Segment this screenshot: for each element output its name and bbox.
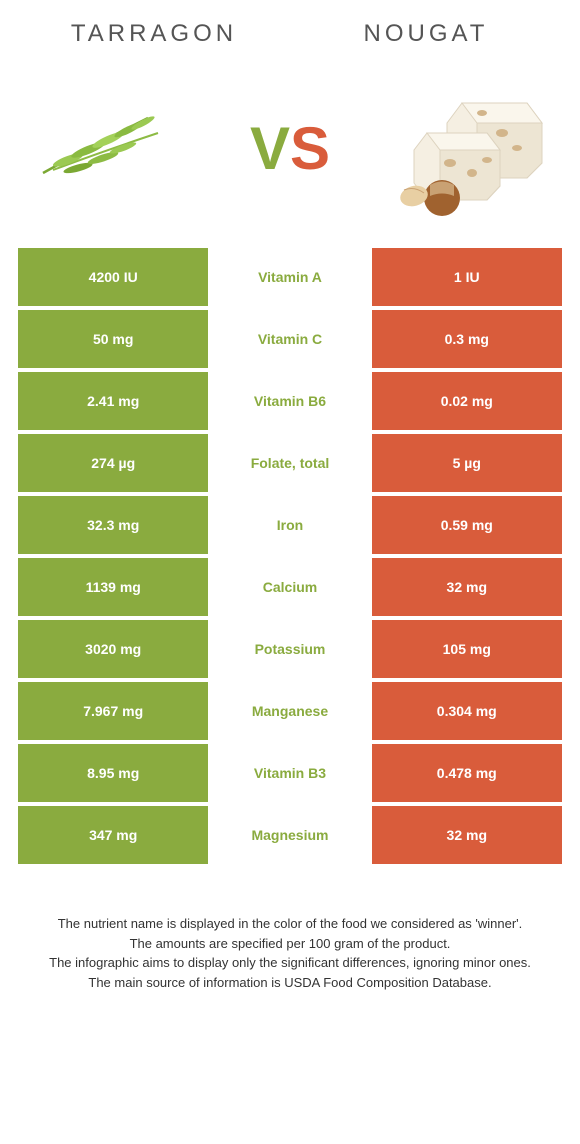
nutrient-row: 8.95 mgVitamin B30.478 mg (18, 744, 562, 802)
vs-v-letter: V (250, 115, 290, 182)
vs-label: VS (250, 114, 330, 183)
right-value-cell: 0.02 mg (372, 372, 562, 430)
nutrient-table: 4200 IUVitamin A1 IU50 mgVitamin C0.3 mg… (18, 248, 562, 864)
nutrient-name-cell: Vitamin B3 (208, 744, 371, 802)
footer-notes: The nutrient name is displayed in the co… (18, 914, 562, 992)
nutrient-name-cell: Folate, total (208, 434, 371, 492)
right-value-cell: 105 mg (372, 620, 562, 678)
vs-s-letter: S (290, 115, 330, 182)
footer-line: The amounts are specified per 100 gram o… (38, 934, 542, 954)
left-value-cell: 4200 IU (18, 248, 208, 306)
nutrient-name-cell: Iron (208, 496, 371, 554)
left-value-cell: 274 µg (18, 434, 208, 492)
footer-line: The infographic aims to display only the… (38, 953, 542, 973)
right-value-cell: 5 µg (372, 434, 562, 492)
left-value-cell: 1139 mg (18, 558, 208, 616)
left-value-cell: 8.95 mg (18, 744, 208, 802)
nutrient-name-cell: Magnesium (208, 806, 371, 864)
nougat-image (392, 78, 552, 218)
nutrient-name-cell: Vitamin C (208, 310, 371, 368)
right-value-cell: 1 IU (372, 248, 562, 306)
nutrient-row: 347 mgMagnesium32 mg (18, 806, 562, 864)
nutrient-name-cell: Potassium (208, 620, 371, 678)
nutrient-name-cell: Calcium (208, 558, 371, 616)
right-value-cell: 0.304 mg (372, 682, 562, 740)
right-value-cell: 32 mg (372, 806, 562, 864)
left-value-cell: 347 mg (18, 806, 208, 864)
nutrient-name-cell: Manganese (208, 682, 371, 740)
right-value-cell: 0.478 mg (372, 744, 562, 802)
nutrient-row: 32.3 mgIron0.59 mg (18, 496, 562, 554)
nutrient-row: 7.967 mgManganese0.304 mg (18, 682, 562, 740)
left-value-cell: 32.3 mg (18, 496, 208, 554)
footer-line: The nutrient name is displayed in the co… (38, 914, 542, 934)
nutrient-row: 50 mgVitamin C0.3 mg (18, 310, 562, 368)
left-value-cell: 3020 mg (18, 620, 208, 678)
title-row: Tarragon Nougat (18, 20, 562, 48)
footer-line: The main source of information is USDA F… (38, 973, 542, 993)
nutrient-row: 3020 mgPotassium105 mg (18, 620, 562, 678)
right-value-cell: 0.59 mg (372, 496, 562, 554)
left-value-cell: 7.967 mg (18, 682, 208, 740)
right-food-title: Nougat (290, 20, 562, 48)
image-row: VS (18, 78, 562, 218)
left-food-title: Tarragon (18, 20, 290, 48)
tarragon-image (28, 78, 188, 218)
nutrient-name-cell: Vitamin A (208, 248, 371, 306)
tarragon-icon (28, 78, 188, 218)
right-value-cell: 0.3 mg (372, 310, 562, 368)
nutrient-row: 274 µgFolate, total5 µg (18, 434, 562, 492)
nutrient-row: 2.41 mgVitamin B60.02 mg (18, 372, 562, 430)
infographic-container: Tarragon Nougat VS (0, 0, 580, 1012)
nutrient-row: 1139 mgCalcium32 mg (18, 558, 562, 616)
left-value-cell: 2.41 mg (18, 372, 208, 430)
nougat-icon (392, 78, 552, 218)
nutrient-name-cell: Vitamin B6 (208, 372, 371, 430)
right-value-cell: 32 mg (372, 558, 562, 616)
left-value-cell: 50 mg (18, 310, 208, 368)
nutrient-row: 4200 IUVitamin A1 IU (18, 248, 562, 306)
